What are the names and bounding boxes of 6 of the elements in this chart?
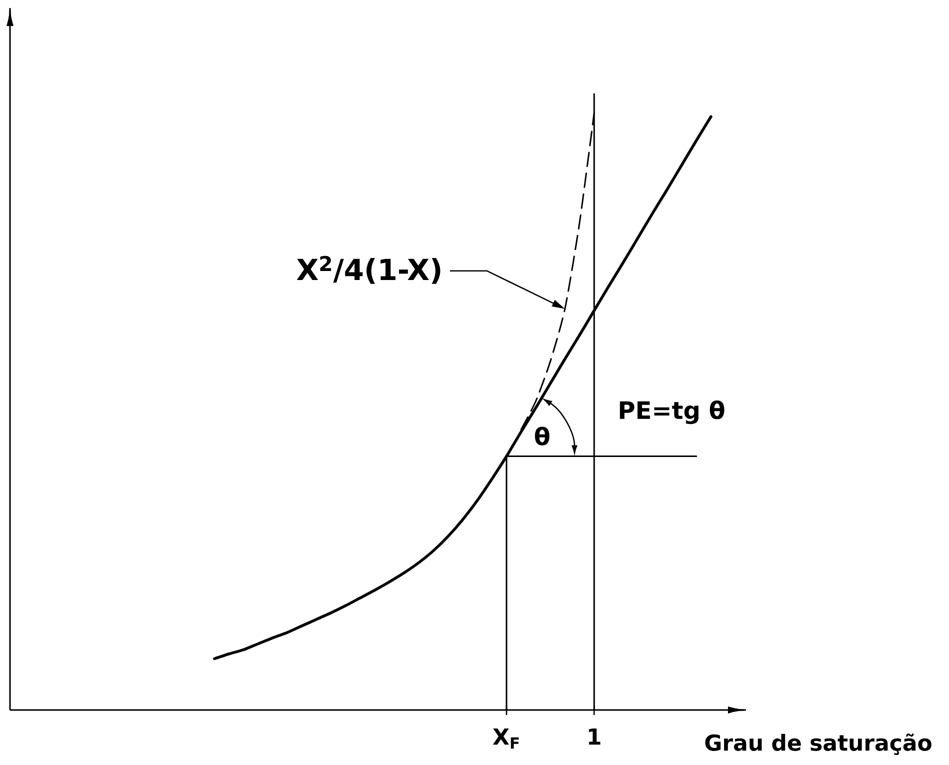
annotation: PE=tg θ [620,400,724,424]
x-tick-label: X$_{F}$ [492,728,519,749]
x-tick-label: 1 [588,728,600,745]
annotation: θ [534,426,550,446]
x-axis-title: Grau de saturação [705,734,932,755]
legend-label: X$^{2}$/4(1-X) [296,256,440,284]
